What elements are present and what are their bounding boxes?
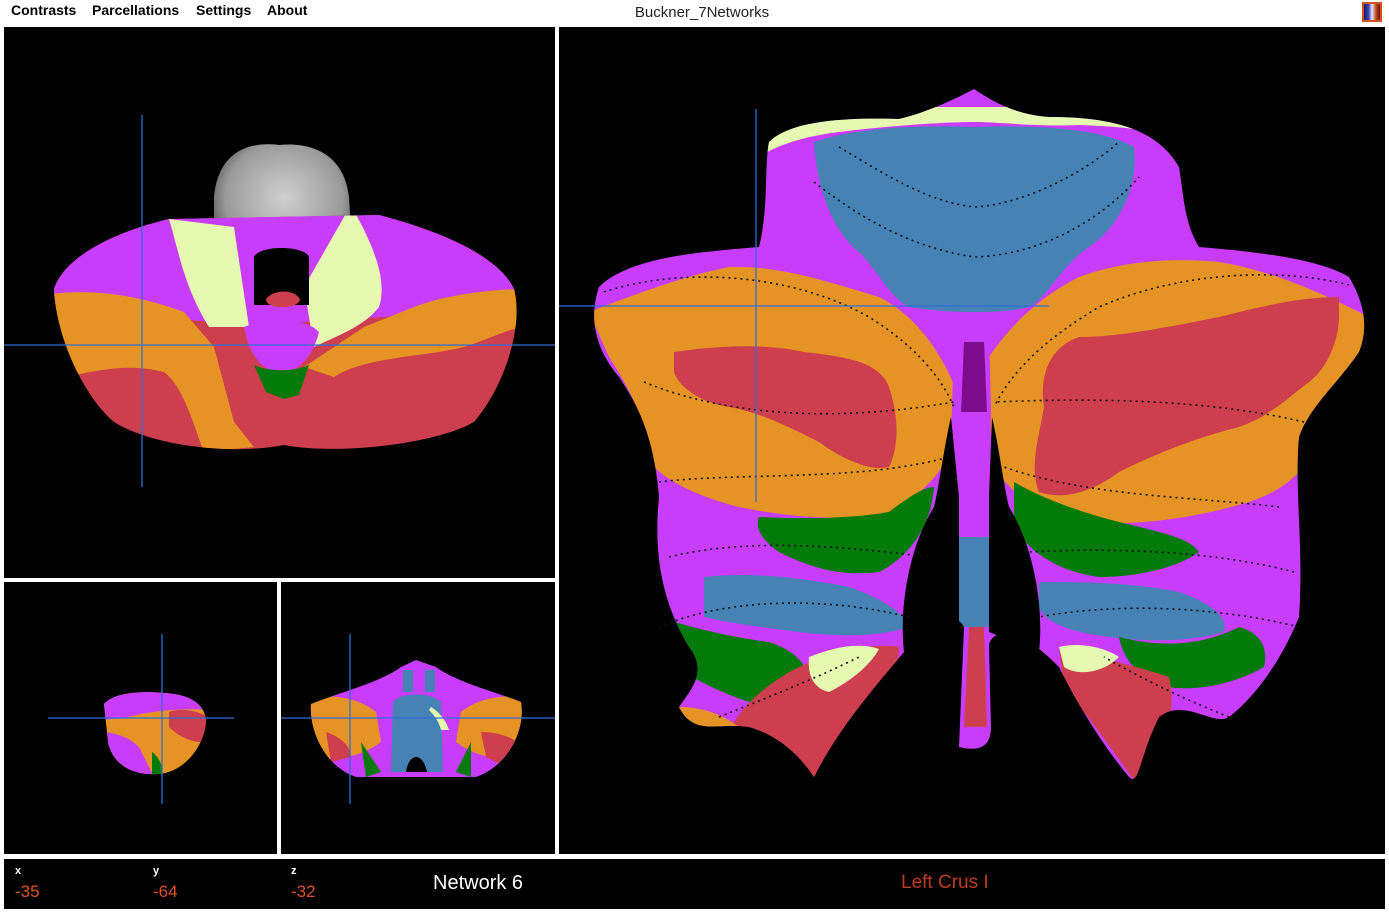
lobule-boundaries bbox=[603, 141, 1350, 718]
colormap-icon[interactable] bbox=[1362, 2, 1382, 22]
app-title: Buckner_7Networks bbox=[634, 4, 770, 21]
region-label: Left Crus I bbox=[901, 872, 989, 893]
y-coord-label: y bbox=[153, 865, 160, 877]
x-coord-value: -35 bbox=[15, 882, 40, 901]
flatmap-view[interactable] bbox=[559, 27, 1385, 854]
flatmap-parcellation bbox=[594, 89, 1365, 779]
y-coord-value: -64 bbox=[153, 882, 178, 901]
z-coord-value: -32 bbox=[291, 882, 316, 901]
network-name: Network 6 bbox=[433, 872, 524, 894]
status-bar: x -35 y -64 z -32 Network 6 Left Crus I bbox=[4, 859, 1385, 909]
menu-about[interactable]: About bbox=[267, 2, 308, 18]
z-coord-label: z bbox=[291, 865, 297, 877]
menu-bar: Contrasts Parcellations Settings About B… bbox=[0, 0, 1389, 24]
menu-contrasts[interactable]: Contrasts bbox=[11, 2, 77, 18]
menu-settings[interactable]: Settings bbox=[196, 2, 252, 18]
x-coord-label: x bbox=[15, 865, 22, 877]
coronal-view[interactable] bbox=[281, 582, 555, 854]
sagittal-view[interactable] bbox=[4, 582, 277, 854]
axial-view[interactable] bbox=[4, 27, 555, 578]
menu-parcellations[interactable]: Parcellations bbox=[92, 2, 180, 18]
